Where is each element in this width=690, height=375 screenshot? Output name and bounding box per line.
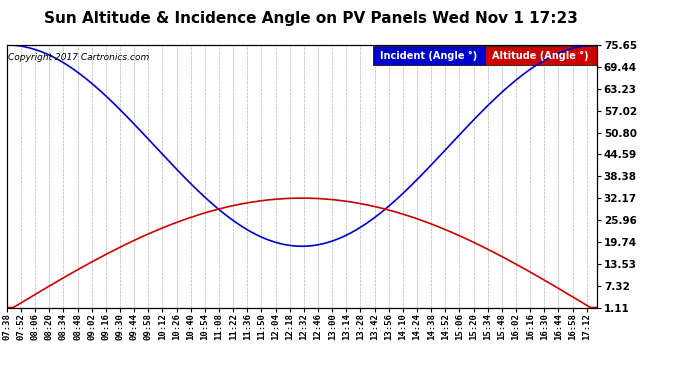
FancyBboxPatch shape	[373, 46, 485, 64]
FancyBboxPatch shape	[485, 46, 597, 64]
Text: Altitude (Angle °): Altitude (Angle °)	[493, 51, 589, 60]
Text: Copyright 2017 Cartronics.com: Copyright 2017 Cartronics.com	[8, 53, 149, 62]
Text: Incident (Angle °): Incident (Angle °)	[380, 51, 477, 60]
Text: Sun Altitude & Incidence Angle on PV Panels Wed Nov 1 17:23: Sun Altitude & Incidence Angle on PV Pan…	[43, 11, 578, 26]
